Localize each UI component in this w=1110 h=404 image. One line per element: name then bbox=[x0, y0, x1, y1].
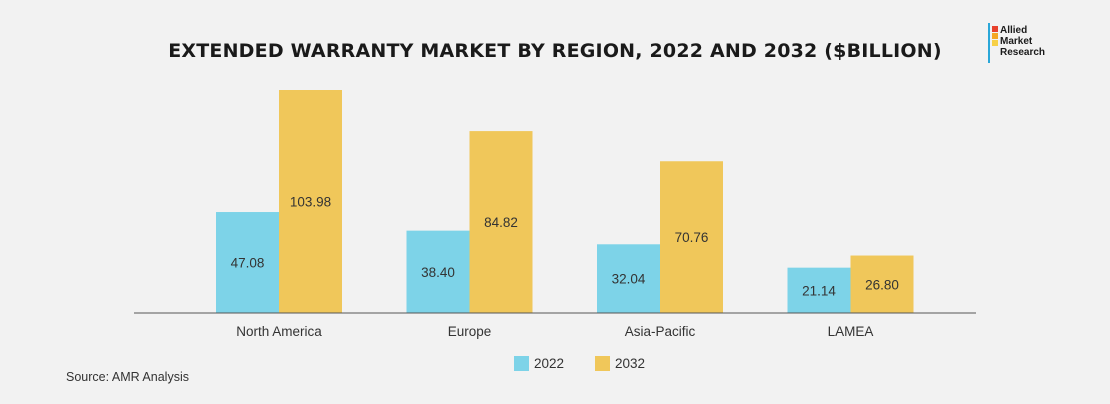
legend-swatch-2022 bbox=[514, 356, 529, 371]
x-tick-label: LAMEA bbox=[828, 324, 874, 339]
source-note: Source: AMR Analysis bbox=[66, 370, 189, 384]
logo-line-3: Research bbox=[1000, 47, 1046, 58]
bar-2032 bbox=[279, 90, 342, 313]
legend-label: 2032 bbox=[615, 356, 645, 371]
bar-2032 bbox=[850, 255, 914, 313]
bar-value-label: 38.40 bbox=[421, 265, 455, 280]
chart-title: EXTENDED WARRANTY MARKET BY REGION, 2022… bbox=[168, 40, 942, 62]
company-logo: Allied Market Research bbox=[986, 22, 1066, 68]
bar-2022 bbox=[406, 230, 470, 313]
logo-frame bbox=[988, 23, 993, 63]
bar-2022 bbox=[597, 244, 660, 313]
logo-square-red bbox=[992, 26, 998, 32]
bar-value-label: 32.04 bbox=[612, 272, 646, 287]
logo-square-orange bbox=[992, 33, 998, 39]
bar-value-label: 21.14 bbox=[802, 283, 836, 298]
bar-value-label: 84.82 bbox=[484, 215, 518, 230]
x-tick-label: Asia-Pacific bbox=[625, 324, 696, 339]
bar-2022 bbox=[216, 212, 279, 313]
legend-label: 2022 bbox=[534, 356, 564, 371]
bar-value-label: 26.80 bbox=[865, 277, 899, 292]
logo-square-yellow bbox=[992, 40, 998, 46]
bar-value-label: 47.08 bbox=[231, 256, 265, 271]
bars-layer bbox=[216, 90, 914, 313]
legend-swatch-2032 bbox=[595, 356, 610, 371]
x-tick-label: North America bbox=[236, 324, 322, 339]
bar-2032 bbox=[469, 131, 533, 313]
bar-2032 bbox=[660, 161, 723, 313]
bar-2022 bbox=[787, 267, 851, 313]
bar-value-label: 70.76 bbox=[675, 230, 709, 245]
x-tick-label: Europe bbox=[448, 324, 492, 339]
logo-line-1: Allied bbox=[1000, 25, 1028, 36]
logo-line-2: Market bbox=[1000, 36, 1033, 47]
bar-value-label: 103.98 bbox=[290, 195, 331, 210]
labels-layer: 47.08 103.98 North America 38.40 84.82 Europe… bbox=[231, 195, 899, 340]
legend: 2022 2032 bbox=[514, 356, 645, 371]
